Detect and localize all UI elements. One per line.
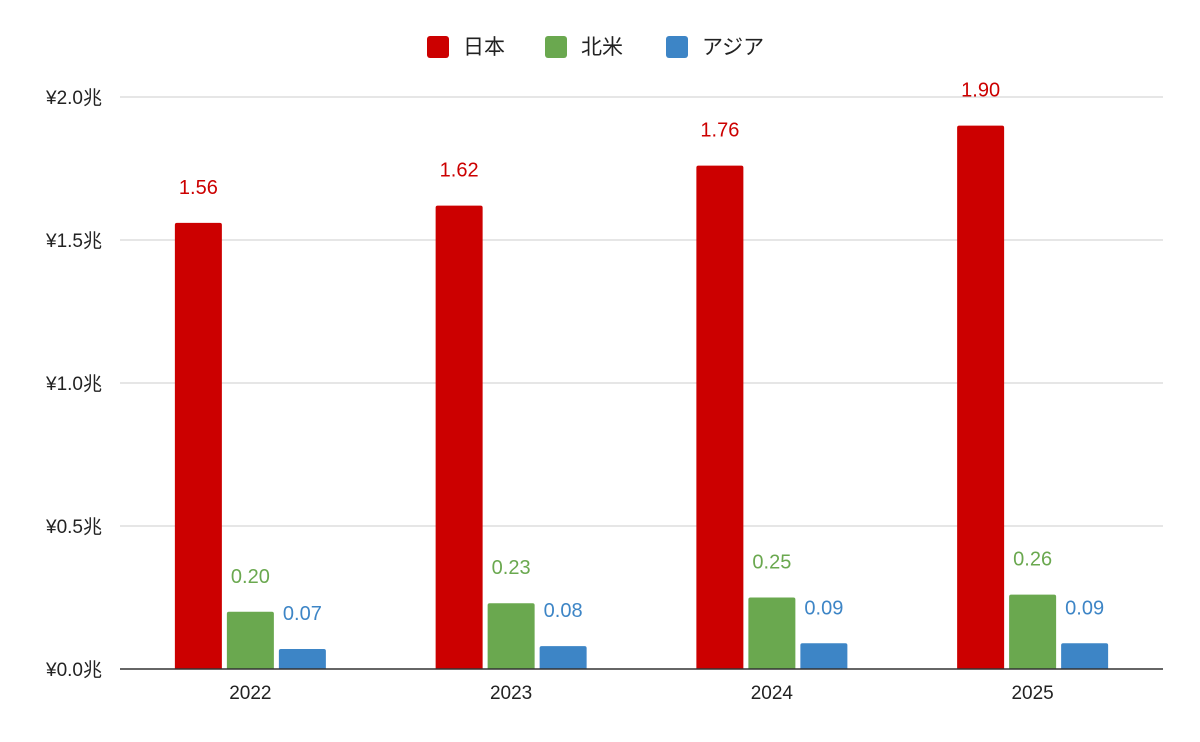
x-tick-label: 2025 — [1011, 683, 1053, 704]
legend-label: 北米 — [581, 35, 623, 59]
data-labels: 1.56 0.20 0.07 1.62 0.23 0.08 1.76 0.25 0.09 1.90… — [179, 80, 1104, 625]
data-label-北米-2023: 0.23 — [492, 557, 531, 579]
data-label-北米-2024: 0.25 — [752, 552, 791, 574]
bar-日本-2023 — [435, 205, 483, 669]
data-label-日本-2024: 1.76 — [700, 120, 739, 142]
bar-アジア-2025 — [1061, 643, 1109, 669]
bar-北米-2024 — [748, 597, 796, 669]
legend-label: 日本 — [463, 35, 505, 59]
bar-北米-2023 — [487, 603, 535, 669]
data-label-アジア-2023: 0.08 — [544, 600, 583, 622]
x-tick-label: 2024 — [751, 683, 794, 704]
x-axis: 2022 2023 2024 2025 — [120, 668, 1163, 704]
data-label-日本-2025: 1.90 — [961, 80, 1000, 102]
data-label-アジア-2022: 0.07 — [283, 603, 322, 625]
x-tick-label: 2023 — [490, 683, 532, 704]
legend-item-北米: 北米 — [545, 35, 623, 59]
bar-アジア-2024 — [800, 643, 848, 669]
bar-日本-2025 — [957, 125, 1005, 670]
y-tick-label: ¥2.0兆 — [45, 87, 102, 109]
bar-アジア-2023 — [539, 646, 587, 669]
data-label-アジア-2024: 0.09 — [804, 597, 843, 619]
legend-swatch — [666, 36, 688, 58]
bars — [174, 125, 1109, 670]
data-label-北米-2022: 0.20 — [231, 566, 270, 588]
bar-北米-2022 — [226, 611, 274, 669]
y-axis: ¥0.0兆 ¥0.5兆 ¥1.0兆 ¥1.5兆 ¥2.0兆 — [45, 87, 102, 681]
data-label-日本-2023: 1.62 — [440, 160, 479, 182]
legend-item-日本: 日本 — [427, 35, 505, 59]
data-label-日本-2022: 1.56 — [179, 177, 218, 199]
y-tick-label: ¥0.5兆 — [45, 516, 102, 538]
bar-日本-2022 — [174, 222, 222, 669]
gridlines — [120, 96, 1163, 527]
legend-swatch — [427, 36, 449, 58]
legend-swatch — [545, 36, 567, 58]
bar-日本-2024 — [696, 165, 744, 669]
legend-label: アジア — [702, 35, 764, 59]
chart-legend: 日本 北米 アジア — [427, 35, 764, 59]
data-label-北米-2025: 0.26 — [1013, 549, 1052, 571]
data-label-アジア-2025: 0.09 — [1065, 597, 1104, 619]
x-tick-label: 2022 — [229, 683, 271, 704]
bar-北米-2025 — [1009, 594, 1057, 669]
bar-アジア-2022 — [278, 648, 326, 669]
y-tick-label: ¥1.5兆 — [45, 230, 102, 252]
y-tick-label: ¥1.0兆 — [45, 373, 102, 395]
y-tick-label: ¥0.0兆 — [45, 659, 102, 681]
legend-item-アジア: アジア — [666, 35, 764, 59]
